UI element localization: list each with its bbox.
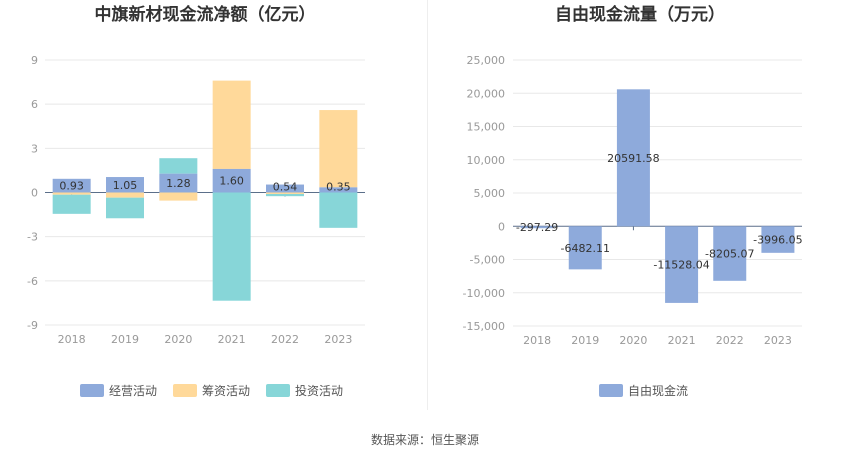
cashflow-bar-筹资活动 (266, 192, 304, 194)
cashflow-bar-经营活动 (266, 184, 304, 193)
fcf-x-tick-label: 2019 (571, 334, 599, 347)
cashflow-bar-投资活动 (319, 192, 358, 228)
fcf-legend-label: 自由现金流 (628, 383, 688, 398)
fcf-data-label: -3996.05 (753, 234, 802, 247)
fcf-data-label: -11528.04 (653, 259, 709, 272)
fcf-y-tick-label: 25,000 (467, 54, 506, 67)
fcf-y-tick-label: 5,000 (474, 187, 506, 200)
fcf-y-tick-label: 10,000 (467, 154, 506, 167)
cashflow-data-label: 1.60 (219, 175, 244, 188)
cashflow-x-tick-label: 2020 (164, 333, 192, 346)
cashflow-bar-筹资活动 (106, 192, 144, 198)
fcf-bar-自由现金流 (761, 226, 795, 253)
fcf-y-tick-label: 15,000 (467, 121, 506, 134)
fcf-bar-自由现金流 (568, 226, 602, 270)
fcf-y-tick-label: 20,000 (467, 87, 506, 100)
cashflow-bar-经营活动 (159, 173, 198, 193)
cashflow-x-tick-label: 2021 (218, 333, 246, 346)
fcf-data-label: 20591.58 (607, 152, 660, 165)
cashflow-data-label: 0.35 (326, 181, 351, 194)
fcf-data-label: -297.29 (516, 221, 558, 234)
cashflow-bar-投资活动 (159, 158, 198, 174)
cashflow-data-label: 1.05 (113, 179, 138, 192)
cashflow-y-tick-label: 0 (31, 187, 38, 200)
cashflow-y-tick-label: 6 (31, 98, 38, 111)
cashflow-legend-swatch (266, 384, 290, 397)
fcf-x-tick-label: 2021 (668, 334, 696, 347)
fcf-x-tick-label: 2020 (619, 334, 647, 347)
fcf-bar-自由现金流 (616, 89, 650, 227)
cashflow-legend-swatch (80, 384, 104, 397)
fcf-x-tick-label: 2023 (764, 334, 792, 347)
fcf-y-tick-label: -5,000 (470, 254, 505, 267)
source-text: 数据来源：恒生聚源 (370, 433, 479, 447)
cashflow-bar-经营活动 (319, 187, 358, 193)
cashflow-y-tick-label: -6 (27, 275, 38, 288)
fcf-x-tick-label: 2022 (716, 334, 744, 347)
cashflow-bar-经营活动 (106, 177, 144, 193)
cashflow-bar-筹资活动 (52, 192, 91, 195)
cashflow-data-label: 0.93 (59, 180, 84, 193)
cashflow-x-tick-label: 2018 (58, 333, 86, 346)
cashflow-y-tick-label: 9 (31, 54, 38, 67)
fcf-x-tick-label: 2018 (523, 334, 551, 347)
cashflow-bar-经营活动 (212, 168, 251, 193)
fcf-chart-title: 自由现金流量（万元） (555, 4, 725, 25)
cashflow-legend-label: 经营活动 (109, 384, 157, 398)
cashflow-data-label: 0.54 (273, 181, 298, 194)
cashflow-legend-label: 筹资活动 (202, 384, 250, 398)
cashflow-bar-投资活动 (212, 192, 251, 301)
cashflow-x-tick-label: 2023 (324, 333, 352, 346)
cashflow-x-tick-label: 2019 (111, 333, 139, 346)
cashflow-data-label: 1.28 (166, 177, 191, 190)
cashflow-x-tick-label: 2022 (271, 333, 299, 346)
cashflow-bar-筹资活动 (212, 80, 251, 169)
fcf-y-tick-label: -10,000 (463, 287, 505, 300)
fcf-y-tick-label: -15,000 (463, 320, 505, 333)
fcf-data-label: -8205.07 (705, 248, 754, 261)
fcf-data-label: -6482.11 (561, 242, 610, 255)
fcf-legend-swatch (599, 384, 623, 397)
fcf-bar-自由现金流 (665, 226, 699, 303)
cashflow-bar-经营活动 (52, 178, 91, 193)
fcf-bar-自由现金流 (520, 226, 554, 229)
cashflow-bar-投资活动 (266, 193, 304, 197)
cashflow-y-tick-label: -3 (27, 231, 38, 244)
cashflow-bar-筹资活动 (319, 110, 358, 188)
cashflow-legend-label: 投资活动 (295, 383, 343, 398)
fcf-bar-自由现金流 (713, 226, 747, 281)
cashflow-y-tick-label: 3 (31, 142, 38, 155)
cashflow-bar-投资活动 (52, 194, 91, 214)
cashflow-y-tick-label: -9 (27, 319, 38, 332)
cashflow-bar-筹资活动 (159, 192, 198, 201)
cashflow-bar-投资活动 (106, 197, 144, 219)
fcf-y-tick-label: 0 (498, 220, 505, 233)
cashflow-chart-title: 中旗新材现金流净额（亿元） (95, 4, 316, 25)
chart-divider (427, 0, 428, 410)
cashflow-legend-swatch (173, 384, 197, 397)
